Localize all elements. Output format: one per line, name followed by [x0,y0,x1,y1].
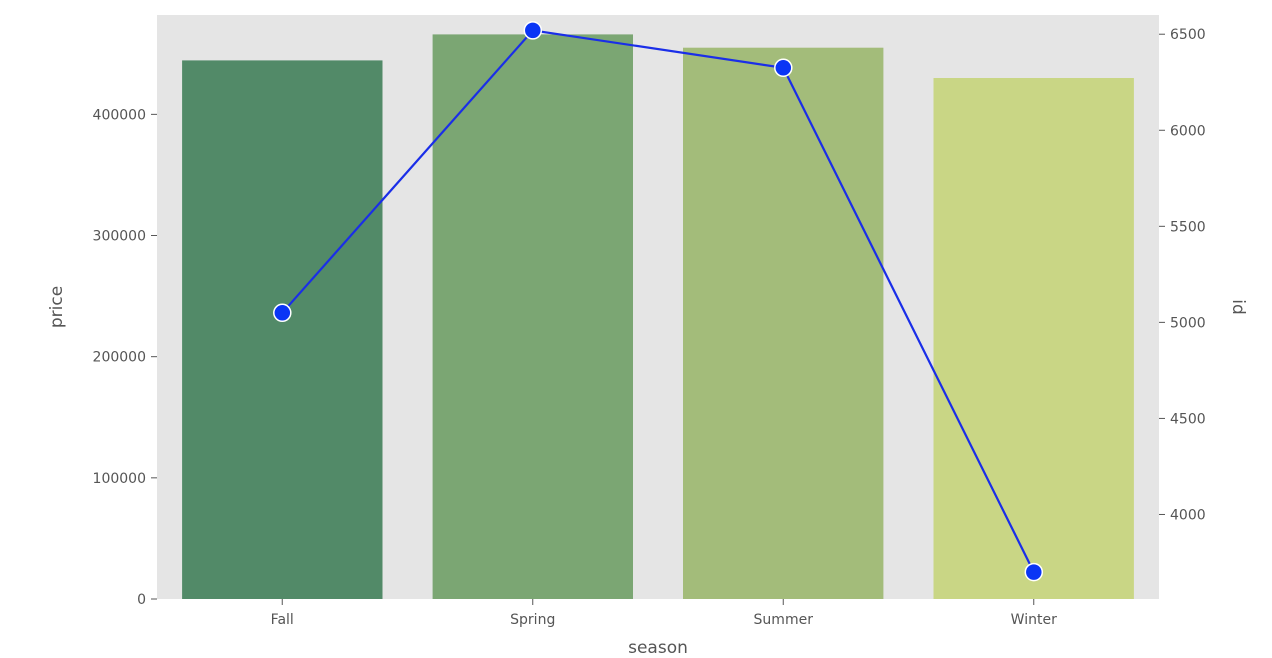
bar-fall [182,60,383,599]
x-axis-title: season [628,638,688,658]
id-point-spring [523,21,543,40]
left-tick-label: 200000 [93,350,146,366]
id-point-summer [774,58,793,78]
left-tick-label: 0 [137,592,146,608]
bar-winter [933,78,1134,599]
line-group [273,21,1044,582]
left-tick-label: 100000 [93,471,146,487]
right-tick-label: 4500 [1170,411,1206,427]
bar-spring [432,34,633,599]
bar-summer [683,47,884,599]
left-tick-label: 300000 [93,229,146,245]
right-tick-label: 6500 [1170,27,1206,43]
x-tick-label: Summer [754,612,814,628]
id-point-fall [273,303,292,323]
right-axis: 4000 4500 5000 5500 6000 6500 [1159,27,1206,523]
right-tick-label: 6000 [1170,123,1206,139]
right-tick-label: 5500 [1170,219,1206,235]
id-point-winter [1024,562,1044,582]
right-tick-label: 5000 [1170,315,1206,331]
id-series-line [281,29,1035,573]
right-tick-label: 4000 [1170,507,1206,523]
left-tick-label: 400000 [93,107,146,123]
left-axis: 0 100000 200000 300000 400000 [93,107,157,608]
right-axis-title: id [1228,299,1248,315]
left-axis-title: price [47,286,67,328]
x-tick-label: Spring [510,612,555,628]
x-tick-label: Fall [271,612,294,628]
bar-group [182,34,1134,599]
x-tick-label: Winter [1011,612,1057,628]
x-axis: Fall Spring Summer Winter [271,599,1057,628]
